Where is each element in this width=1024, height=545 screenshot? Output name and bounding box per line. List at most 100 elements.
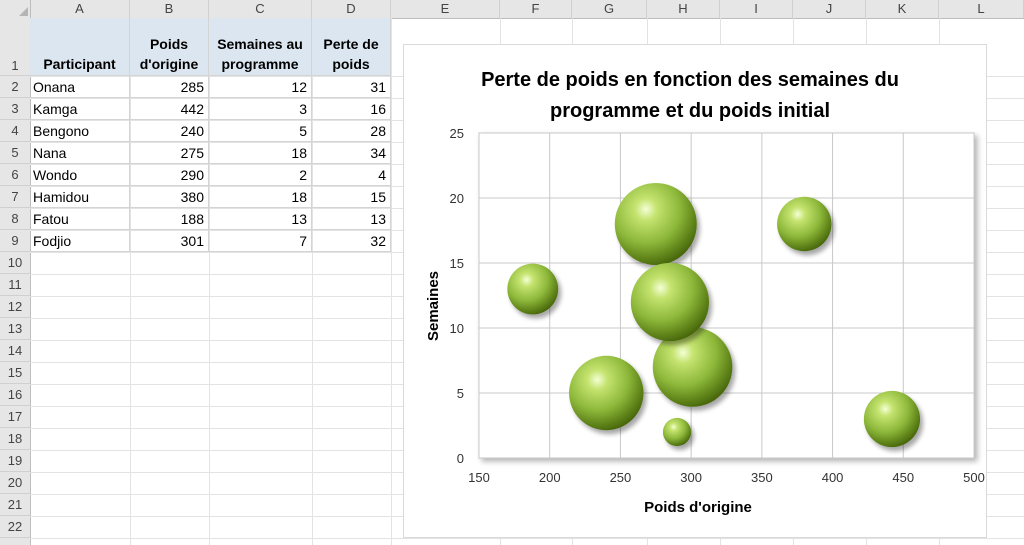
table-cell[interactable]: 4 [312,164,391,186]
row-header-19[interactable]: 19 [0,450,30,472]
table-cell[interactable]: 290 [130,164,209,186]
table-cell[interactable]: 15 [312,186,391,208]
row-header-9[interactable]: 9 [0,230,30,252]
chart-canvas: Perte de poids en fonction des semaines … [425,69,985,516]
bubble-point [777,196,832,252]
table-cell[interactable]: 7 [209,230,312,252]
column-header-k[interactable]: K [866,0,939,18]
y-tick-label: 0 [457,451,464,466]
table-cell[interactable]: 31 [312,76,391,98]
row-header-13[interactable]: 13 [0,318,30,340]
row-header-20[interactable]: 20 [0,472,30,494]
y-tick-label: 25 [450,126,464,141]
select-all-corner[interactable] [0,0,31,18]
header-cell-semaines[interactable]: Semaines au programme [209,18,312,76]
row-header-5[interactable]: 5 [0,142,30,164]
row-header-1[interactable]: 1 [0,18,30,76]
row-header-22[interactable]: 22 [0,516,30,538]
column-header-bar: A B C D E F G H I J K L [0,0,1024,19]
table-cell[interactable]: Onana [30,76,130,98]
table-cell[interactable]: 13 [209,208,312,230]
row-header-16[interactable]: 16 [0,384,30,406]
x-tick-label: 300 [680,470,702,485]
table-cell[interactable]: 3 [209,98,312,120]
row-header-2[interactable]: 2 [0,76,30,98]
row-header-17[interactable]: 17 [0,406,30,428]
column-header-i[interactable]: I [720,0,793,18]
table-cell[interactable]: Kamga [30,98,130,120]
bubble-point [662,417,692,447]
table-cell[interactable]: 18 [209,186,312,208]
column-header-j[interactable]: J [793,0,866,18]
row-header-21[interactable]: 21 [0,494,30,516]
column-header-l[interactable]: L [939,0,1024,18]
table-cell[interactable]: 12 [209,76,312,98]
bubble-point [863,390,921,448]
bubble-point [614,183,697,265]
y-tick-label: 10 [450,321,464,336]
row-header-11[interactable]: 11 [0,274,30,296]
y-tick-label: 15 [450,256,464,271]
column-header-g[interactable]: G [572,0,647,18]
table-cell[interactable]: Fodjio [30,230,130,252]
y-axis-title: Semaines [425,271,442,341]
table-cell[interactable]: 32 [312,230,391,252]
x-tick-label: 400 [822,470,844,485]
row-header-12[interactable]: 12 [0,296,30,318]
row-header-7[interactable]: 7 [0,186,30,208]
column-header-b[interactable]: B [130,0,209,18]
table-cell[interactable]: 240 [130,120,209,142]
row-header-18[interactable]: 18 [0,428,30,450]
x-tick-label: 500 [963,470,985,485]
column-header-a[interactable]: A [30,0,130,18]
bubble-point [630,262,710,342]
bubble-chart[interactable]: Perte de poids en fonction des semaines … [403,44,987,538]
table-cell[interactable]: 380 [130,186,209,208]
header-cell-perte-poids[interactable]: Perte de poids [312,18,391,76]
y-tick-label: 5 [457,386,464,401]
row-header-3[interactable]: 3 [0,98,30,120]
x-axis-title: Poids d'origine [644,499,752,516]
row-header-14[interactable]: 14 [0,340,30,362]
table-cell[interactable]: 188 [130,208,209,230]
column-header-f[interactable]: F [500,0,572,18]
bubble-point [569,355,644,431]
row-header-8[interactable]: 8 [0,208,30,230]
table-cell[interactable]: Hamidou [30,186,130,208]
table-cell[interactable]: 442 [130,98,209,120]
table-cell[interactable]: Nana [30,142,130,164]
x-tick-label: 250 [610,470,632,485]
table-cell[interactable]: 34 [312,142,391,164]
table-cell[interactable]: 16 [312,98,391,120]
row-header-6[interactable]: 6 [0,164,30,186]
column-header-c[interactable]: C [209,0,312,18]
table-cell[interactable]: 301 [130,230,209,252]
row-header-4[interactable]: 4 [0,120,30,142]
header-cell-participant[interactable]: Participant [30,18,130,76]
table-cell[interactable]: 13 [312,208,391,230]
table-cell[interactable]: 285 [130,76,209,98]
table-cell[interactable]: 18 [209,142,312,164]
column-header-d[interactable]: D [312,0,391,18]
bubble-point [507,263,559,315]
bubble-point [652,327,733,407]
row-header-10[interactable]: 10 [0,252,30,274]
table-cell[interactable]: Fatou [30,208,130,230]
x-tick-label: 450 [892,470,914,485]
column-header-h[interactable]: H [647,0,720,18]
y-tick-label: 20 [450,191,464,206]
table-cell[interactable]: 5 [209,120,312,142]
x-tick-label: 350 [751,470,773,485]
x-tick-label: 150 [468,470,490,485]
column-header-e[interactable]: E [391,0,500,18]
chart-title-line-2: programme et du poids initial [550,100,830,122]
chart-title-line-1: Perte de poids en fonction des semaines … [481,69,899,91]
header-cell-poids-origine[interactable]: Poids d'origine [130,18,209,76]
row-header-15[interactable]: 15 [0,362,30,384]
x-tick-label: 200 [539,470,561,485]
table-cell[interactable]: Wondo [30,164,130,186]
table-cell[interactable]: 28 [312,120,391,142]
table-cell[interactable]: 2 [209,164,312,186]
table-cell[interactable]: 275 [130,142,209,164]
table-cell[interactable]: Bengono [30,120,130,142]
